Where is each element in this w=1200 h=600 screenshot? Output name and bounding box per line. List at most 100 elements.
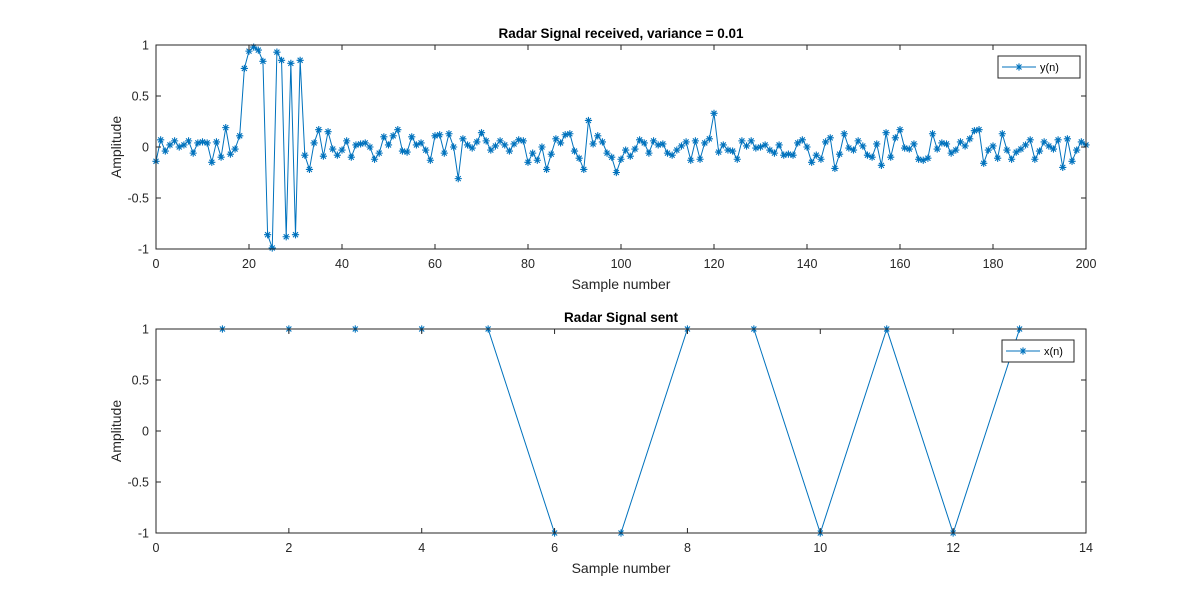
received-data-point (212, 138, 221, 146)
received-x-tick-label: 60 (428, 257, 442, 271)
sent-y-tick-label: 0 (142, 425, 149, 439)
received-data-point (854, 137, 862, 145)
received-data-point (189, 149, 197, 157)
received-data-point (431, 132, 439, 140)
received-data-point (352, 141, 360, 149)
received-data-point (510, 140, 518, 148)
received-data-point (970, 127, 978, 135)
received-data-point (896, 126, 904, 134)
received-data-point (989, 142, 997, 150)
received-data-point (291, 231, 300, 239)
received-data-point (933, 145, 941, 153)
received-data-point (222, 124, 230, 132)
received-data-point (487, 146, 495, 154)
received-data-point (333, 151, 341, 159)
received-data-point (454, 175, 462, 183)
received-data-point (259, 57, 267, 65)
received-data-point (798, 136, 806, 144)
received-x-tick-label: 40 (335, 257, 349, 271)
received-data-point (529, 149, 537, 157)
received-data-point (198, 138, 207, 146)
received-data-point (789, 151, 797, 159)
received-x-tick-label: 20 (242, 257, 256, 271)
received-data-point (589, 140, 597, 148)
received-data-point (1035, 147, 1044, 155)
received-data-point (822, 138, 830, 146)
received-data-point (566, 130, 574, 138)
received-data-point (1054, 136, 1062, 144)
received-y-tick-label: -0.5 (127, 192, 149, 206)
received-data-point (208, 158, 216, 166)
sent-legend-label: x(n) (1044, 346, 1063, 358)
received-data-point (682, 138, 690, 146)
received-x-tick-label: 100 (611, 257, 632, 271)
received-data-point (677, 142, 686, 150)
sent-x-tick-label: 2 (285, 541, 292, 555)
received-legend-label: y(n) (1040, 62, 1059, 74)
received-data-point (887, 153, 895, 161)
received-data-point (575, 154, 583, 162)
received-data-point (636, 136, 644, 144)
received-data-point (719, 141, 727, 149)
received-data-point (412, 141, 420, 149)
received-chart: 0 20 40 60 80 100 120 140 160 180 200 -1 -0.5 0 0.5 1 Ra… (108, 26, 1096, 292)
received-data-point (928, 130, 937, 138)
received-data-point (1012, 148, 1020, 156)
received-y-tick-label: 0 (142, 141, 149, 155)
received-data-point (375, 149, 383, 157)
received-data-point (319, 152, 327, 160)
received-data-point (1017, 145, 1025, 153)
received-data-point (840, 130, 848, 138)
received-data-point (361, 139, 369, 147)
received-y-tick-label: 0.5 (132, 90, 149, 104)
received-x-tick-label: 0 (153, 257, 160, 271)
received-data-point (547, 150, 555, 158)
received-data-point (482, 137, 490, 145)
received-data-point (556, 139, 565, 147)
received-data-point (849, 146, 858, 154)
received-data-point (873, 140, 881, 148)
received-data-point (994, 154, 1002, 162)
received-data-point (1003, 146, 1011, 154)
received-data-point (733, 155, 741, 163)
received-data-point (580, 165, 588, 174)
received-data-point (608, 153, 616, 161)
received-data-point (915, 155, 923, 163)
received-data-point (1008, 155, 1016, 163)
received-data-point (910, 140, 918, 148)
sent-x-tick-label: 12 (946, 541, 960, 555)
received-data-point (649, 137, 658, 145)
received-data-point (436, 131, 444, 139)
received-x-tick-label: 140 (797, 257, 818, 271)
received-data-point (254, 46, 262, 54)
received-data-point (398, 147, 407, 155)
received-data-point (724, 146, 732, 154)
received-y-axis-label: Amplitude (108, 116, 124, 178)
sent-y-tick-label: 1 (142, 323, 149, 337)
received-data-point (794, 139, 802, 147)
received-data-point (245, 47, 253, 55)
received-data-point (770, 149, 779, 157)
received-legend-marker (1015, 63, 1023, 71)
received-data-point (296, 56, 304, 64)
received-data-point (980, 159, 988, 167)
sent-plot-area (156, 329, 1086, 533)
received-data-point (264, 231, 272, 239)
received-data-point (329, 145, 337, 153)
received-data-point (496, 137, 504, 145)
received-data-point (538, 143, 546, 151)
sent-legend: x(n) (1001, 339, 1075, 363)
received-data-point (687, 156, 695, 164)
received-data-point (835, 150, 844, 158)
sent-x-axis-label: Sample number (572, 560, 671, 576)
received-data-point (631, 145, 639, 153)
received-data-point (408, 133, 416, 141)
received-data-point (626, 152, 634, 160)
received-data-point (287, 59, 295, 67)
received-data-point (1063, 135, 1071, 143)
received-data-point (1031, 155, 1039, 163)
received-data-point (515, 136, 523, 144)
received-data-point (1077, 138, 1085, 146)
received-data-point (691, 137, 699, 145)
received-y-tick-label: 1 (142, 39, 149, 53)
